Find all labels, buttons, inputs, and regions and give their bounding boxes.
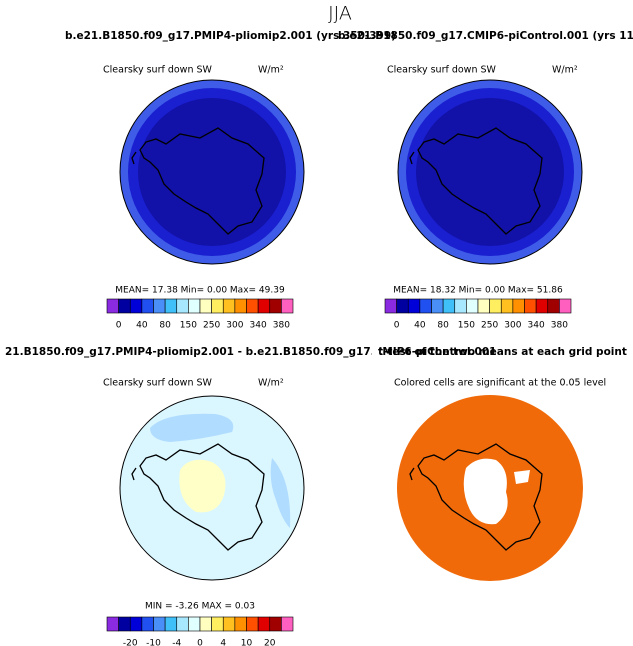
colorbar-box xyxy=(559,298,572,314)
colorbar: -20 -10 -4 0 4 10 20 xyxy=(106,616,294,646)
colorbar-box xyxy=(129,298,143,314)
colorbar-label: 300 xyxy=(504,321,521,331)
colorbar-label: 0 xyxy=(394,321,400,331)
colorbar-box xyxy=(246,616,259,632)
colorbar-box xyxy=(188,298,201,314)
colorbar-box xyxy=(118,298,131,314)
variable: Colored cells are significant at the 0.0… xyxy=(394,378,606,389)
units: W/m² xyxy=(258,65,284,76)
colorbar-label: 250 xyxy=(203,321,220,331)
colorbar-box xyxy=(500,298,514,314)
colorbar-box xyxy=(281,298,294,314)
colorbar-box xyxy=(454,298,467,314)
colorbar-box xyxy=(407,298,421,314)
colorbar-box xyxy=(106,616,119,632)
colorbar-box xyxy=(129,616,143,632)
map xyxy=(397,395,583,581)
colorbar-label: -4 xyxy=(172,639,181,646)
colorbar-box xyxy=(141,616,154,632)
colorbar-box xyxy=(153,616,166,632)
panel-title: b.e21.B1850.f09_g17.CMIP6-piControl.001 … xyxy=(338,30,633,42)
colorbar-box xyxy=(211,616,224,632)
colorbar-box xyxy=(477,298,490,314)
colorbar-box xyxy=(234,616,247,632)
colorbar-box xyxy=(535,298,549,314)
colorbar-box xyxy=(176,298,189,314)
colorbar-label: 4 xyxy=(220,639,226,646)
map xyxy=(397,79,583,265)
colorbar: 0 40 80 150 250 300 340 380 xyxy=(384,298,572,331)
map xyxy=(119,395,305,581)
colorbar-box xyxy=(222,616,236,632)
panel-title: b.e21.B1850.f09_g17.PMIP4-pliomip2.001 (… xyxy=(65,30,396,42)
colorbar-box xyxy=(234,298,247,314)
colorbar-box xyxy=(176,616,189,632)
colorbar-box xyxy=(489,298,502,314)
colorbar-box xyxy=(384,298,397,314)
colorbar-box xyxy=(281,616,294,632)
colorbar-label: 20 xyxy=(264,639,276,646)
colorbar-label: 0 xyxy=(197,639,203,646)
colorbar-box xyxy=(164,616,178,632)
colorbar-box xyxy=(118,616,131,632)
colorbar-label: 150 xyxy=(458,321,475,331)
variable: Clearsky surf down SW xyxy=(103,65,213,76)
colorbar-label: 0 xyxy=(116,321,122,331)
colorbar-box xyxy=(442,298,456,314)
colorbar-box xyxy=(211,298,224,314)
colorbar-label: 250 xyxy=(481,321,498,331)
colorbar-box xyxy=(164,298,178,314)
colorbar-box xyxy=(419,298,432,314)
stats: MEAN= 18.32 Min= 0.00 Max= 51.86 xyxy=(393,286,563,296)
stats: MEAN= 17.38 Min= 0.00 Max= 49.39 xyxy=(115,286,285,296)
units: W/m² xyxy=(258,378,284,389)
colorbar-box xyxy=(257,298,271,314)
colorbar: 0 40 80 150 250 300 340 380 xyxy=(106,298,294,331)
colorbar-label: 300 xyxy=(226,321,243,331)
colorbar-box xyxy=(524,298,537,314)
colorbar-box xyxy=(246,298,259,314)
colorbar-label: 80 xyxy=(159,321,171,331)
variable: Clearsky surf down SW xyxy=(103,378,213,389)
colorbar-label: 150 xyxy=(180,321,197,331)
colorbar-box xyxy=(257,616,271,632)
colorbar-box xyxy=(222,298,236,314)
colorbar-box xyxy=(396,298,409,314)
colorbar-box xyxy=(153,298,166,314)
colorbar-label: -20 xyxy=(123,639,138,646)
colorbar-label: 40 xyxy=(414,321,426,331)
colorbar-label: 340 xyxy=(250,321,267,331)
stats: MIN = -3.26 MAX = 0.03 xyxy=(145,602,255,612)
colorbar-label: 380 xyxy=(551,321,568,331)
map xyxy=(119,79,305,265)
colorbar-label: 340 xyxy=(528,321,545,331)
colorbar-label: 10 xyxy=(241,639,253,646)
colorbar-label: 80 xyxy=(437,321,449,331)
colorbar-box xyxy=(199,298,212,314)
units: W/m² xyxy=(552,65,578,76)
colorbar-box xyxy=(547,298,560,314)
colorbar-box xyxy=(269,298,282,314)
figure-title: JJA xyxy=(328,3,352,25)
colorbar-label: 40 xyxy=(136,321,148,331)
colorbar-box xyxy=(188,616,201,632)
colorbar-label: 380 xyxy=(273,321,290,331)
colorbar-label: -10 xyxy=(146,639,161,646)
colorbar-box xyxy=(199,616,212,632)
colorbar-box xyxy=(269,616,282,632)
colorbar-box xyxy=(141,298,154,314)
colorbar-box xyxy=(466,298,479,314)
colorbar-box xyxy=(512,298,525,314)
variable: Clearsky surf down SW xyxy=(387,65,497,76)
panel-title: t-test of the two means at each grid poi… xyxy=(378,346,627,358)
colorbar-box xyxy=(431,298,444,314)
colorbar-box xyxy=(106,298,119,314)
